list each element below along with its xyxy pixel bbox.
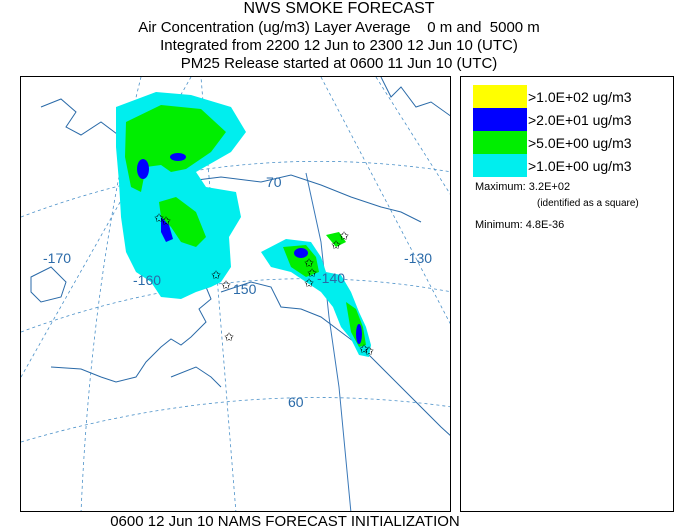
source-star-icon: ✩ — [359, 342, 369, 356]
source-star-icon: ✩ — [304, 256, 314, 270]
legend-item: >5.0E+00 ug/m3 — [473, 131, 632, 154]
forecast-initialization: 0600 12 Jun 10 NAMS FORECAST INITIALIZAT… — [110, 513, 460, 530]
source-star-icon: ✩ — [211, 268, 221, 282]
source-star-icon: ✩ — [339, 229, 349, 243]
source-star-icon: ✩ — [304, 276, 314, 290]
subtitle-integration: Integrated from 2200 12 Jun to 2300 12 J… — [160, 37, 518, 54]
source-star-icon: ✩ — [224, 330, 234, 344]
map-panel: ✩ ✩ ✩ ✩ ✩ ✩ ✩ ✩ ✩ ✩ ✩ ✩ -170 -160 150 -1… — [20, 76, 451, 512]
page-title: NWS SMOKE FORECAST — [243, 0, 435, 17]
maximum-note: (identified as a square) — [537, 198, 639, 209]
minimum-value: Minimum: 4.8E-36 — [475, 219, 565, 231]
maximum-value: Maximum: 3.2E+02 — [475, 181, 571, 193]
legend-item: >1.0E+00 ug/m3 — [473, 154, 632, 177]
longitude-label: -130 — [404, 250, 432, 266]
source-star-icon: ✩ — [221, 278, 231, 292]
latitude-label: 70 — [266, 174, 282, 190]
longitude-label: -170 — [43, 250, 71, 266]
legend-item: >1.0E+02 ug/m3 — [473, 85, 632, 108]
border-line — [305, 172, 352, 511]
source-star-icon: ✩ — [161, 214, 171, 228]
legend-label: >5.0E+00 ug/m3 — [528, 134, 632, 151]
subtitle-concentration: Air Concentration (ug/m3) Layer Average … — [138, 19, 540, 36]
smoke-plume-west — [116, 92, 246, 299]
longitude-label: -160 — [133, 272, 161, 288]
source-star-icon: ✩ — [331, 238, 341, 252]
legend-label: >2.0E+01 ug/m3 — [528, 111, 632, 128]
smoke-plume-east — [261, 232, 371, 357]
source-star-icon: ✩ — [364, 344, 374, 358]
legend-swatch — [473, 154, 527, 177]
source-star-icon: ✩ — [307, 266, 317, 280]
legend-swatch — [473, 108, 527, 131]
map-canvas: ✩ ✩ ✩ ✩ ✩ ✩ ✩ ✩ ✩ ✩ ✩ ✩ -170 -160 150 -1… — [21, 77, 450, 511]
legend-swatch — [473, 131, 527, 154]
legend-panel: >1.0E+02 ug/m3 >2.0E+01 ug/m3 >5.0E+00 u… — [460, 76, 674, 512]
legend-label: >1.0E+02 ug/m3 — [528, 88, 632, 105]
legend-item: >2.0E+01 ug/m3 — [473, 108, 632, 131]
legend-label: >1.0E+00 ug/m3 — [528, 157, 632, 174]
longitude-label: 150 — [233, 281, 257, 297]
source-star-icon: ✩ — [154, 211, 164, 225]
legend-swatch — [473, 85, 527, 108]
subtitle-release: PM25 Release started at 0600 11 Jun 10 (… — [180, 55, 498, 72]
longitude-label: -140 — [317, 270, 345, 286]
source-markers: ✩ ✩ ✩ ✩ ✩ ✩ ✩ ✩ ✩ ✩ ✩ ✩ — [154, 211, 374, 358]
latitude-label: 60 — [288, 394, 304, 410]
